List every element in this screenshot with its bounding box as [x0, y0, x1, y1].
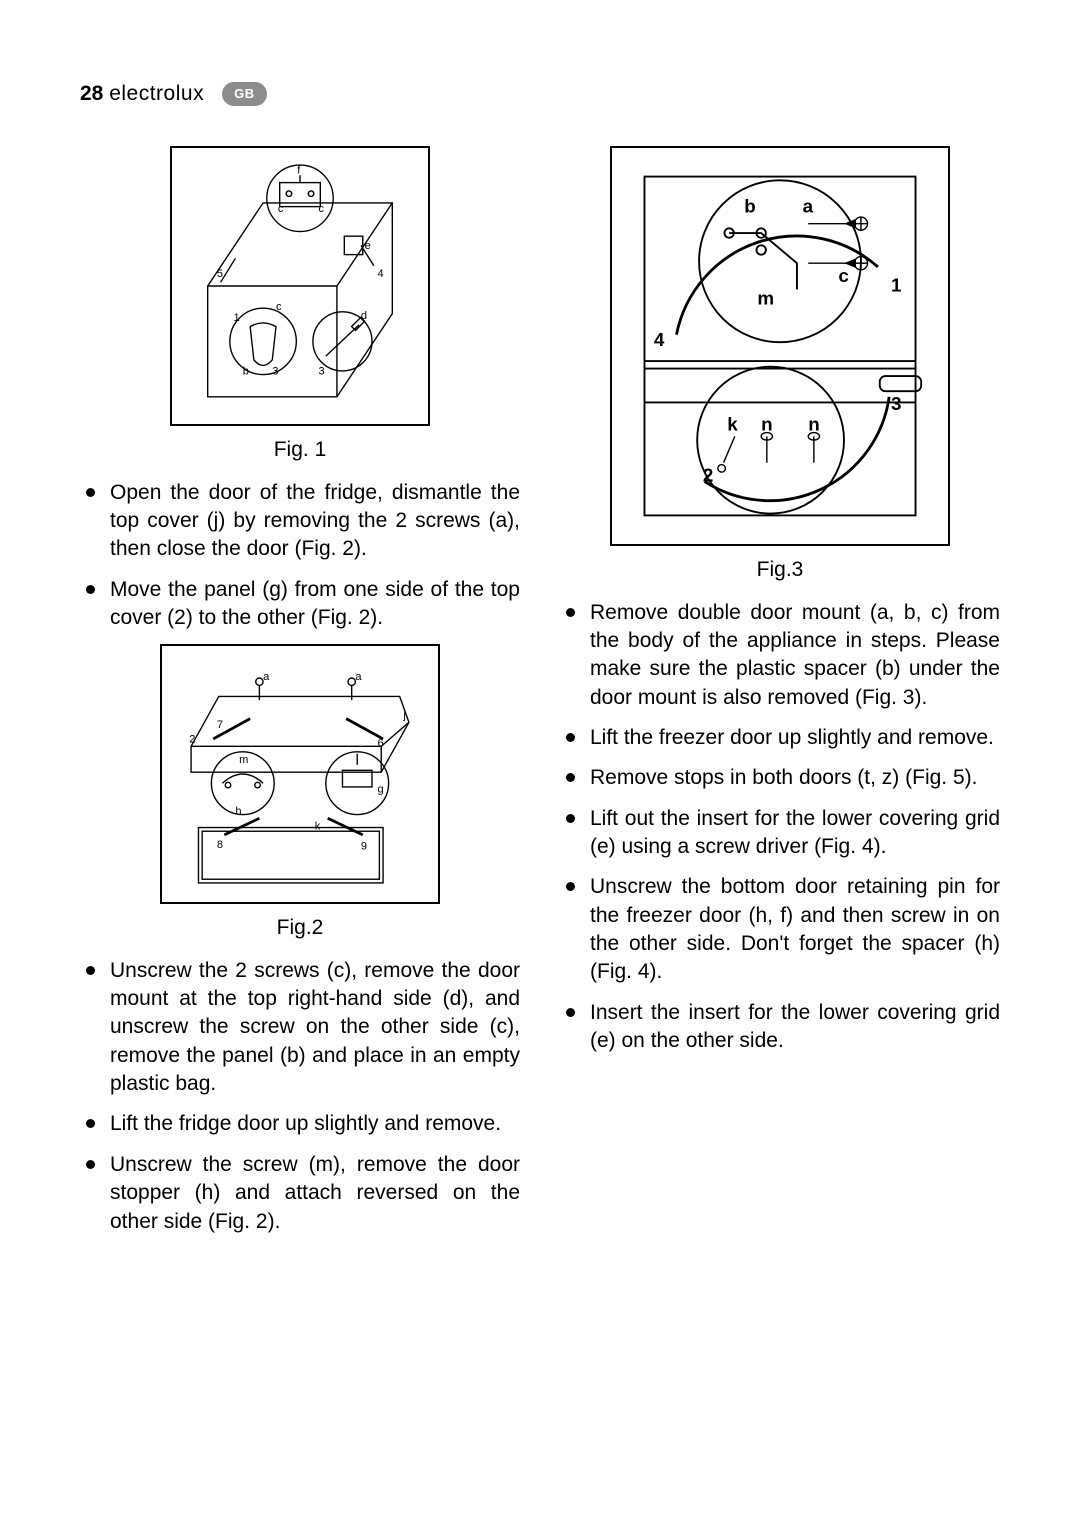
- svg-text:3: 3: [272, 366, 278, 378]
- svg-text:6: 6: [378, 738, 384, 750]
- fig3-label-1: 1: [891, 275, 901, 296]
- right-column: b a c m k n n 1 2 3 4 Fig.3 Remove doubl…: [560, 136, 1000, 1248]
- instruction-list-b: Unscrew the 2 screws (c), remove the doo…: [80, 957, 520, 1236]
- figure-3-svg: b a c m k n n 1 2 3 4: [620, 156, 940, 536]
- list-item: Move the panel (g) from one side of the …: [80, 576, 520, 633]
- svg-text:c: c: [318, 203, 324, 215]
- list-item: Unscrew the 2 screws (c), remove the doo…: [80, 957, 520, 1099]
- fig3-label-n2: n: [808, 414, 820, 435]
- svg-text:b: b: [243, 366, 249, 378]
- list-item: Unscrew the bottom door retaining pin fo…: [560, 873, 1000, 986]
- svg-text:7: 7: [217, 719, 223, 731]
- svg-text:a: a: [263, 671, 270, 683]
- figure-3: b a c m k n n 1 2 3 4: [610, 146, 950, 546]
- list-item: Lift the fridge door up slightly and rem…: [80, 1110, 520, 1138]
- list-item: Unscrew the screw (m), remove the door s…: [80, 1151, 520, 1236]
- svg-text:c: c: [276, 301, 282, 313]
- list-item: Remove stops in both doors (t, z) (Fig. …: [560, 764, 1000, 792]
- svg-text:4: 4: [378, 268, 384, 280]
- list-item: Insert the insert for the lower covering…: [560, 999, 1000, 1056]
- figure-2: a a j 2 7 6 m g 8 9 h k: [160, 644, 440, 904]
- fig3-label-k: k: [727, 414, 738, 435]
- svg-text:g: g: [378, 784, 384, 796]
- list-item: Lift the freezer door up slightly and re…: [560, 724, 1000, 752]
- fig3-label-m: m: [757, 288, 774, 309]
- svg-text:k: k: [315, 821, 321, 833]
- page-number-brand: 28 electrolux: [80, 80, 204, 108]
- list-item: Remove double door mount (a, b, c) from …: [560, 599, 1000, 712]
- fig3-label-3: 3: [891, 393, 901, 414]
- fig3-label-4: 4: [654, 329, 665, 350]
- svg-text:m: m: [239, 754, 248, 766]
- list-item: Lift out the insert for the lower coveri…: [560, 805, 1000, 862]
- fig3-label-a: a: [803, 196, 814, 217]
- svg-text:5: 5: [217, 268, 223, 280]
- page-number: 28: [80, 82, 103, 105]
- instruction-list-c: Remove double door mount (a, b, c) from …: [560, 599, 1000, 1056]
- svg-text:2: 2: [189, 734, 195, 746]
- figure-2-caption: Fig.2: [80, 914, 520, 942]
- svg-text:a: a: [355, 671, 362, 683]
- brand-name: electrolux: [109, 82, 204, 105]
- svg-text:8: 8: [217, 839, 223, 851]
- svg-text:j: j: [402, 710, 405, 722]
- svg-text:1: 1: [234, 312, 240, 324]
- fig3-label-b: b: [744, 196, 756, 217]
- svg-text:d: d: [361, 311, 367, 323]
- svg-text:c: c: [278, 203, 284, 215]
- figure-1-caption: Fig. 1: [80, 436, 520, 464]
- fig3-label-2: 2: [703, 465, 713, 486]
- figure-2-svg: a a j 2 7 6 m g 8 9 h k: [170, 654, 430, 894]
- svg-text:f: f: [297, 165, 301, 177]
- left-column: f c c e 5 4 1 b 3 3 d c Fig. 1 Open the d…: [80, 136, 520, 1248]
- list-item: Open the door of the fridge, dismantle t…: [80, 479, 520, 564]
- figure-3-caption: Fig.3: [560, 556, 1000, 584]
- svg-text:9: 9: [361, 841, 367, 853]
- fig3-label-n1: n: [761, 414, 773, 435]
- fig3-label-c: c: [838, 265, 848, 286]
- figure-1-svg: f c c e 5 4 1 b 3 3 d c: [180, 156, 420, 416]
- page-header: 28 electrolux GB: [80, 80, 1000, 108]
- svg-text:h: h: [235, 806, 241, 818]
- figure-1: f c c e 5 4 1 b 3 3 d c: [170, 146, 430, 426]
- language-badge: GB: [222, 82, 267, 106]
- content-columns: f c c e 5 4 1 b 3 3 d c Fig. 1 Open the d…: [80, 136, 1000, 1248]
- svg-text:3: 3: [318, 366, 324, 378]
- instruction-list-a: Open the door of the fridge, dismantle t…: [80, 479, 520, 633]
- svg-text:e: e: [365, 240, 371, 252]
